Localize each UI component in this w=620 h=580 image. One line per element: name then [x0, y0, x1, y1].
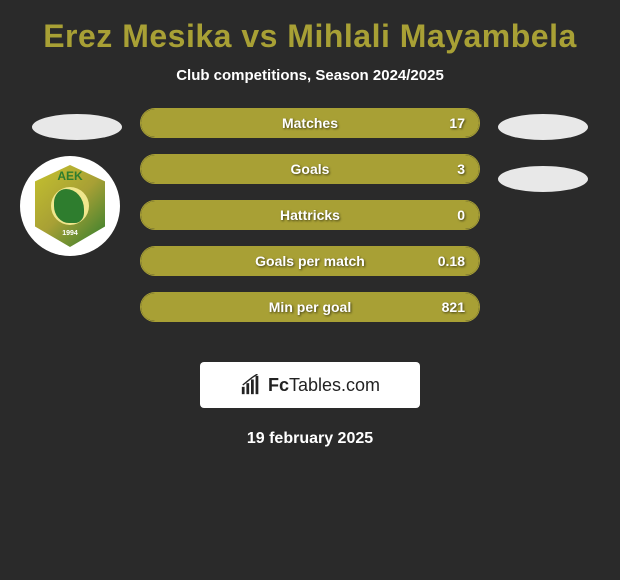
subtitle: Club competitions, Season 2024/2025 [20, 67, 600, 84]
club-badge: AEK 1994 [20, 156, 120, 256]
stat-row-goals: Goals 3 [140, 154, 480, 184]
stat-row-min-per-goal: Min per goal 821 [140, 292, 480, 322]
stat-bars: Matches 17 Goals 3 Hattricks 0 Goals per… [140, 108, 480, 338]
club-badge-shield: AEK 1994 [35, 165, 105, 247]
bar-chart-icon [240, 374, 262, 396]
club-badge-acronym: AEK [57, 169, 82, 183]
stat-label: Min per goal [269, 299, 351, 315]
stat-label: Matches [282, 115, 338, 131]
player-left-placeholder-1 [32, 114, 122, 140]
player-right-placeholder-1 [498, 114, 588, 140]
stat-value: 17 [449, 115, 465, 131]
stat-label: Goals per match [255, 253, 365, 269]
stat-value: 821 [442, 299, 465, 315]
page-title: Erez Mesika vs Mihlali Mayambela [20, 18, 600, 55]
club-badge-profile [54, 189, 84, 223]
player-right-placeholder-2 [498, 166, 588, 192]
stat-label: Goals [291, 161, 330, 177]
stat-row-matches: Matches 17 [140, 108, 480, 138]
brand-suffix: .com [341, 375, 380, 395]
club-badge-year: 1994 [62, 230, 78, 237]
stat-row-hattricks: Hattricks 0 [140, 200, 480, 230]
brand-name-1: Fc [268, 375, 289, 395]
stats-area: AEK 1994 Matches 17 Goals 3 Hattricks [20, 114, 600, 344]
stat-row-goals-per-match: Goals per match 0.18 [140, 246, 480, 276]
date-text: 19 february 2025 [20, 430, 600, 448]
brand-name-2: Tables [289, 375, 341, 395]
stat-value: 0.18 [438, 253, 465, 269]
brand-box[interactable]: FcTables.com [200, 362, 420, 408]
stat-label: Hattricks [280, 207, 340, 223]
brand-text: FcTables.com [268, 375, 380, 396]
stat-value: 3 [457, 161, 465, 177]
club-badge-emblem [51, 187, 89, 225]
stat-value: 0 [457, 207, 465, 223]
